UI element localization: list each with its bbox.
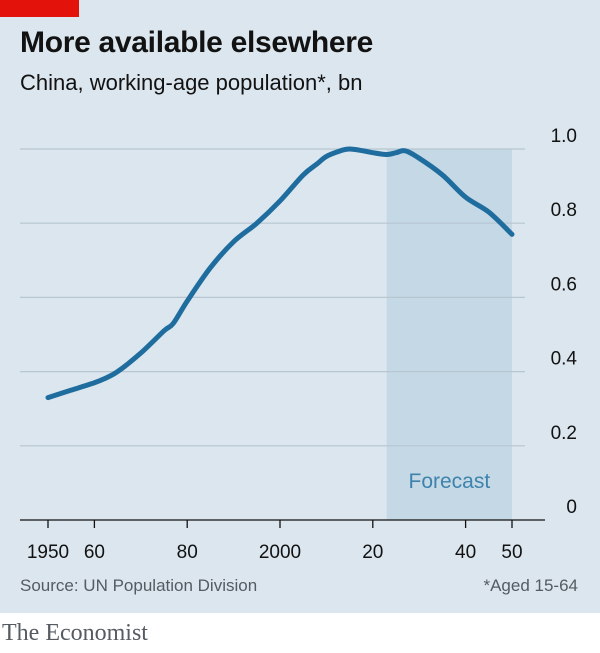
y-tick-label: 0 bbox=[566, 497, 577, 518]
x-tick-label: 80 bbox=[177, 542, 198, 560]
x-tick-label: 2000 bbox=[259, 542, 301, 560]
forecast-band bbox=[386, 149, 512, 520]
x-tick-label: 1950 bbox=[27, 542, 69, 560]
brand-red-tag bbox=[0, 0, 79, 17]
chart-subtitle: China, working-age population*, bn bbox=[20, 70, 363, 95]
x-tick-label: 40 bbox=[455, 542, 476, 560]
line-chart: 0 0.2 0.4 0.6 0.8 1.0 1950 60 80 2000 20 40 50 Fore… bbox=[20, 126, 578, 560]
brand-wordmark: The Economist bbox=[2, 620, 148, 646]
y-tick-label: 0.4 bbox=[551, 349, 578, 370]
series-line-working-age-population bbox=[45, 146, 515, 401]
source-note: Source: UN Population Division bbox=[20, 576, 258, 595]
y-tick-label: 0.8 bbox=[551, 200, 577, 221]
footnote: *Aged 15-64 bbox=[483, 576, 578, 595]
forecast-label: Forecast bbox=[409, 470, 491, 493]
x-tick-label: 20 bbox=[362, 542, 383, 560]
y-tick-label: 1.0 bbox=[551, 126, 577, 147]
x-tick-label: 60 bbox=[84, 542, 105, 560]
y-tick-label: 0.2 bbox=[551, 423, 577, 444]
x-tick-label: 50 bbox=[501, 542, 522, 560]
chart-title: More available elsewhere bbox=[20, 26, 373, 59]
y-tick-label: 0.6 bbox=[551, 274, 577, 295]
